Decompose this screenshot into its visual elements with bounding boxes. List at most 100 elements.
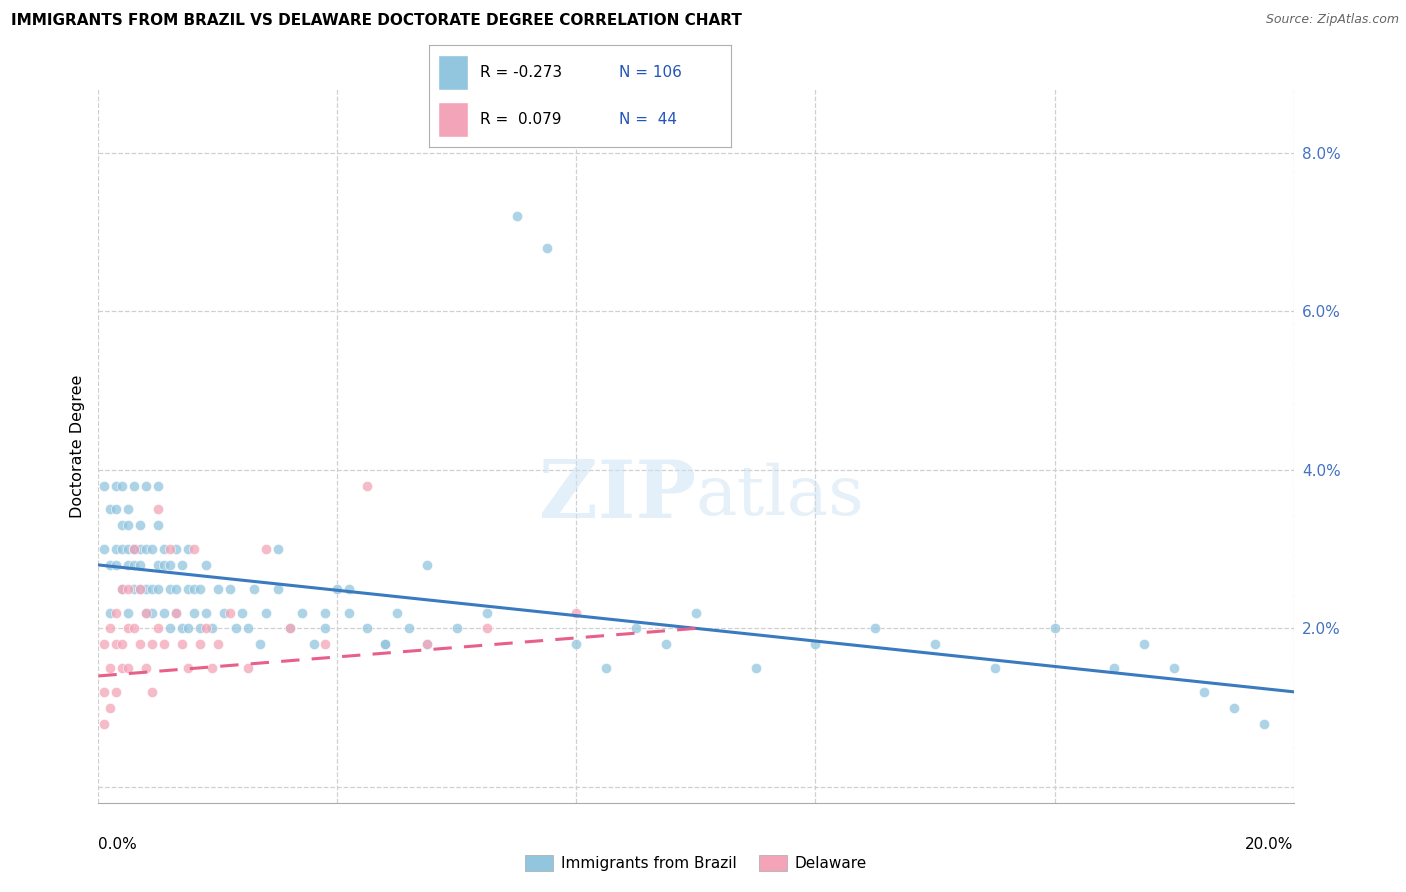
Point: [124, 542, 146, 557]
Point: [685, 606, 707, 620]
Text: N = 106: N = 106: [619, 65, 682, 79]
Point: [165, 582, 187, 596]
Point: [117, 542, 139, 557]
Point: [135, 606, 157, 620]
Point: [135, 478, 157, 492]
Point: [105, 558, 128, 572]
Text: 20.0%: 20.0%: [1246, 837, 1294, 852]
Point: [565, 606, 588, 620]
Point: [219, 582, 242, 596]
Point: [148, 582, 170, 596]
Point: [177, 542, 200, 557]
Point: [745, 661, 768, 675]
FancyBboxPatch shape: [437, 102, 468, 137]
Point: [201, 661, 224, 675]
Point: [165, 542, 187, 557]
Point: [231, 606, 253, 620]
Point: [98, 700, 122, 714]
Point: [111, 637, 134, 651]
Point: [475, 606, 498, 620]
Point: [356, 478, 378, 492]
Point: [183, 542, 205, 557]
Point: [446, 621, 468, 635]
Text: atlas: atlas: [696, 463, 865, 529]
Point: [326, 582, 349, 596]
Point: [506, 209, 529, 223]
Point: [117, 606, 139, 620]
Point: [135, 542, 157, 557]
Y-axis label: Doctorate Degree: Doctorate Degree: [69, 375, 84, 517]
Point: [124, 582, 146, 596]
Point: [153, 542, 176, 557]
Point: [153, 637, 176, 651]
Point: [141, 582, 163, 596]
Point: [105, 637, 128, 651]
FancyBboxPatch shape: [437, 55, 468, 90]
Point: [254, 606, 277, 620]
Point: [124, 542, 146, 557]
Point: [135, 661, 157, 675]
Point: [98, 558, 122, 572]
Point: [1133, 637, 1156, 651]
Point: [111, 478, 134, 492]
Point: [124, 542, 146, 557]
Point: [165, 606, 187, 620]
Point: [188, 582, 211, 596]
Point: [416, 637, 439, 651]
Point: [117, 621, 139, 635]
Point: [117, 558, 139, 572]
Point: [188, 621, 211, 635]
Point: [148, 558, 170, 572]
Point: [1253, 716, 1275, 731]
Text: ZIP: ZIP: [538, 457, 696, 535]
Point: [148, 621, 170, 635]
Point: [249, 637, 271, 651]
Point: [159, 558, 181, 572]
Point: [172, 637, 194, 651]
Point: [416, 637, 439, 651]
Point: [117, 518, 139, 533]
Point: [105, 685, 128, 699]
Point: [159, 542, 181, 557]
Point: [983, 661, 1005, 675]
Point: [236, 621, 259, 635]
Point: [111, 661, 134, 675]
Point: [141, 542, 163, 557]
Point: [1163, 661, 1185, 675]
Point: [93, 637, 115, 651]
Point: [129, 582, 152, 596]
Legend: Immigrants from Brazil, Delaware: Immigrants from Brazil, Delaware: [519, 849, 873, 877]
Point: [129, 582, 152, 596]
Point: [278, 621, 301, 635]
Point: [129, 637, 152, 651]
Point: [153, 606, 176, 620]
Point: [111, 582, 134, 596]
Point: [416, 558, 439, 572]
Point: [141, 637, 163, 651]
Point: [595, 661, 617, 675]
Point: [183, 582, 205, 596]
Point: [111, 518, 134, 533]
Point: [188, 637, 211, 651]
Point: [398, 621, 420, 635]
Point: [111, 582, 134, 596]
Point: [124, 621, 146, 635]
Point: [1104, 661, 1126, 675]
Point: [212, 606, 235, 620]
Text: Source: ZipAtlas.com: Source: ZipAtlas.com: [1265, 13, 1399, 27]
Point: [924, 637, 946, 651]
Point: [385, 606, 409, 620]
Point: [105, 502, 128, 516]
Point: [141, 606, 163, 620]
Point: [219, 606, 242, 620]
Point: [194, 558, 218, 572]
Point: [207, 582, 229, 596]
Text: 0.0%: 0.0%: [98, 837, 138, 852]
Point: [129, 558, 152, 572]
Point: [243, 582, 266, 596]
Point: [183, 606, 205, 620]
Point: [153, 558, 176, 572]
Point: [194, 606, 218, 620]
Point: [374, 637, 396, 651]
Point: [117, 661, 139, 675]
